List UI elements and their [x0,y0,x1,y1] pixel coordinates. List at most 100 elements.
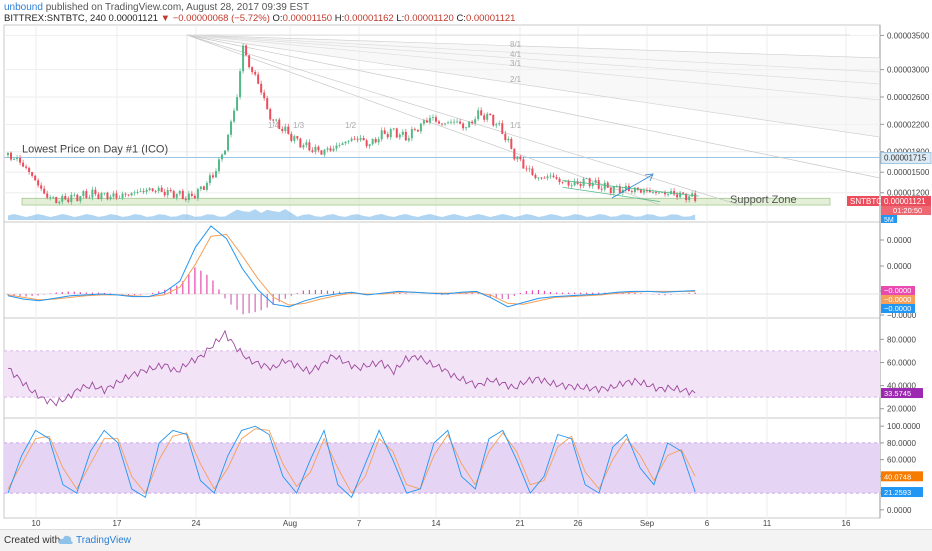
candle[interactable] [139,191,142,193]
candle[interactable] [323,149,326,155]
candle[interactable] [374,138,377,143]
candle[interactable] [64,195,67,200]
candle[interactable] [528,168,531,170]
candle[interactable] [483,115,486,120]
candle[interactable] [266,98,269,110]
candle[interactable] [642,190,645,193]
candle[interactable] [495,124,498,126]
candle[interactable] [338,145,341,146]
tradingview-brand[interactable]: TradingView [76,535,132,546]
candle[interactable] [145,190,148,192]
candle[interactable] [392,128,395,130]
candle[interactable] [492,114,495,126]
rsi-line[interactable] [7,329,696,407]
candle[interactable] [513,148,516,160]
candle[interactable] [251,67,254,72]
candle[interactable] [383,130,386,135]
candle[interactable] [407,138,410,141]
candle[interactable] [25,166,28,168]
candle[interactable] [130,193,133,196]
candle[interactable] [431,117,434,119]
candle[interactable] [561,182,564,183]
candle[interactable] [187,193,190,200]
gann-fan-line[interactable] [186,34,661,206]
candle[interactable] [70,194,73,202]
candle[interactable] [633,187,636,193]
candle[interactable] [115,193,118,199]
candle[interactable] [362,138,365,141]
candle[interactable] [236,97,239,111]
candle[interactable] [22,162,25,167]
candle[interactable] [118,197,121,199]
candle[interactable] [347,140,350,142]
candle[interactable] [673,191,676,195]
candle[interactable] [133,192,136,194]
candle[interactable] [398,134,401,138]
candle[interactable] [284,126,287,132]
candle[interactable] [97,194,100,200]
stoch-k-line[interactable] [7,425,696,499]
candle[interactable] [217,159,220,172]
candle[interactable] [594,180,597,183]
candle[interactable] [350,138,353,141]
candle[interactable] [480,110,483,116]
candle[interactable] [230,121,233,135]
candle[interactable] [275,119,278,121]
candle[interactable] [263,92,266,99]
candle[interactable] [269,109,272,120]
candle[interactable] [380,130,383,140]
candle[interactable] [570,185,573,187]
candle[interactable] [679,192,682,198]
candle[interactable] [37,180,40,186]
candle[interactable] [651,192,654,193]
candle[interactable] [537,177,540,179]
candle[interactable] [531,168,534,175]
candle[interactable] [160,187,163,192]
candle[interactable] [127,194,130,196]
candle[interactable] [552,175,555,178]
candle[interactable] [648,190,651,193]
candle[interactable] [73,194,76,196]
candle[interactable] [462,123,465,129]
candle[interactable] [371,138,374,145]
candle[interactable] [142,191,145,193]
candle[interactable] [109,196,112,200]
candle[interactable] [534,174,537,179]
candle[interactable] [585,178,588,180]
candle[interactable] [55,196,58,204]
candle[interactable] [181,190,184,200]
candle[interactable] [434,117,437,122]
candle[interactable] [365,140,368,147]
candle[interactable] [7,152,9,156]
candle[interactable] [320,150,323,155]
candle[interactable] [121,193,124,198]
candle[interactable] [416,129,419,132]
candle[interactable] [579,184,582,186]
candle[interactable] [682,192,685,194]
candle[interactable] [239,71,242,98]
candle[interactable] [474,119,477,124]
candle[interactable] [106,192,109,200]
candle[interactable] [317,146,320,151]
candle[interactable] [645,190,648,192]
candle[interactable] [299,138,302,148]
candle[interactable] [43,188,46,194]
candle[interactable] [549,175,552,177]
candle[interactable] [332,148,335,151]
candle[interactable] [67,199,70,202]
candle[interactable] [368,144,371,147]
candle[interactable] [293,136,296,141]
candle[interactable] [395,128,398,138]
candle[interactable] [190,193,193,196]
candle[interactable] [389,129,392,138]
candle[interactable] [314,146,317,152]
candle[interactable] [214,171,217,178]
wedge-upper-line[interactable] [562,180,699,197]
candle[interactable] [437,121,440,124]
candle[interactable] [103,192,106,194]
candle[interactable] [58,201,61,204]
candle[interactable] [444,123,447,125]
candle[interactable] [441,123,443,125]
candle[interactable] [10,152,13,160]
candle[interactable] [540,177,543,179]
